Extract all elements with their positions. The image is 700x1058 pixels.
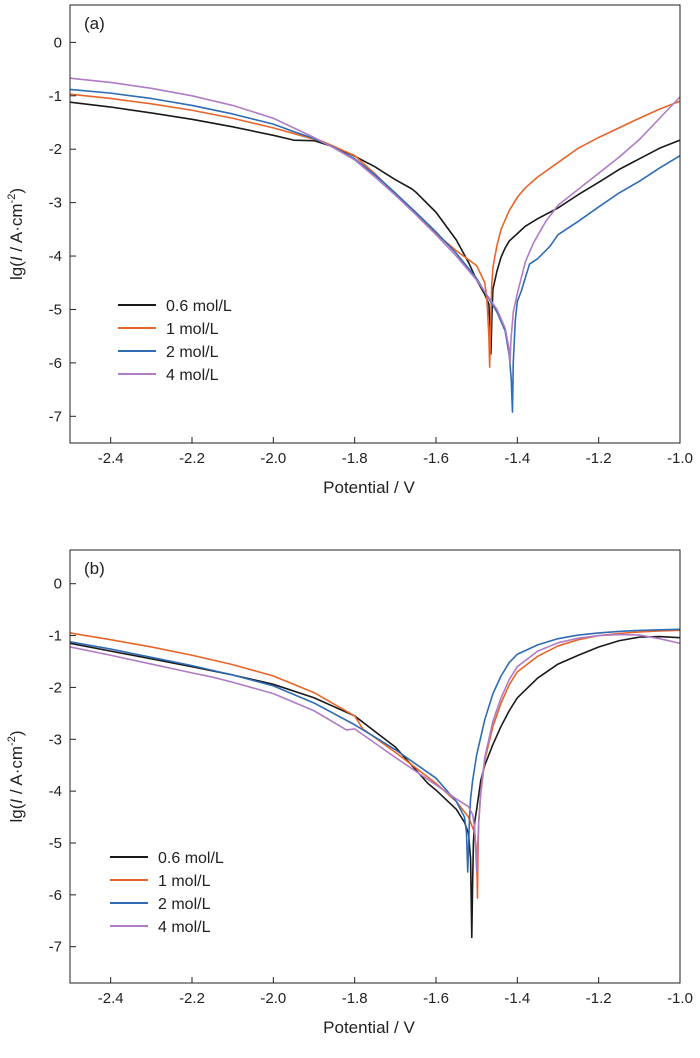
series-line-0-6-mol-l: [70, 101, 680, 355]
chart-panel-a: -2.4 -2.2 -2.0 -1.8 -1.6 -1.4 -1.2 -1.0 0 -1 -2 -3 -…: [6, 4, 693, 497]
x-tick-label: -1.4: [504, 990, 530, 1007]
legend: 0.6 mol/L 1 mol/L 2 mol/L 4 mol/L: [110, 850, 224, 936]
legend-label: 4 mol/L: [166, 367, 219, 384]
x-axis-title: Potential / V: [323, 478, 415, 497]
y-tick-label: -1: [49, 628, 62, 645]
x-tick-label: -1.2: [586, 990, 612, 1007]
series-line-4-mol-l: [70, 77, 680, 365]
y-tick-label: -5: [49, 301, 62, 318]
x-tick-label: -1.8: [342, 450, 368, 467]
y-axis-title-part: -2: [6, 736, 18, 746]
x-tick-label: -1.0: [667, 990, 693, 1007]
y-tick-label: -7: [49, 939, 62, 956]
x-tick-label: -1.8: [342, 990, 368, 1007]
x-tick-label: -2.2: [179, 450, 205, 467]
x-tick-label: -2.0: [260, 450, 286, 467]
y-tick-label: -2: [49, 679, 62, 696]
panel-label: (b): [84, 559, 105, 578]
series-line-1-mol-l: [70, 629, 680, 899]
y-axis-title-part: / A·cm: [7, 746, 26, 799]
y-axis-title-part: -2: [6, 194, 18, 204]
y-axis-title-part: lg(: [7, 261, 26, 280]
y-axis-title-part: I: [7, 799, 26, 804]
legend-label: 0.6 mol/L: [158, 850, 224, 867]
x-tick-label: -2.4: [98, 450, 124, 467]
legend: 0.6 mol/L 1 mol/L 2 mol/L 4 mol/L: [118, 298, 232, 384]
y-tick-label: -2: [49, 141, 62, 158]
y-tick-label: -7: [49, 408, 62, 425]
x-tick-label: -1.6: [423, 450, 449, 467]
y-tick-label: -3: [49, 731, 62, 748]
series-line-2-mol-l: [70, 88, 680, 413]
x-axis-title: Potential / V: [323, 1018, 415, 1037]
y-axis-title-part: ): [7, 188, 26, 194]
y-axis-title-part: / A·cm: [7, 203, 26, 256]
x-tick-label: -2.0: [260, 990, 286, 1007]
y-axis-title: lg(I / A·cm-2): [6, 731, 26, 823]
x-tick-label: -2.2: [179, 990, 205, 1007]
y-axis-title-part: I: [7, 256, 26, 261]
y-axis-title-part: lg(: [7, 803, 26, 822]
x-tick-label: -1.0: [667, 450, 693, 467]
y-tick-label: 0: [54, 34, 62, 51]
x-tick-label: -1.2: [586, 450, 612, 467]
legend-label: 1 mol/L: [166, 321, 219, 338]
legend-label: 4 mol/L: [158, 919, 211, 936]
y-tick-label: -6: [49, 887, 62, 904]
plot-frame: [69, 4, 681, 444]
series-group: [70, 628, 680, 939]
chart-panel-b: -2.4 -2.2 -2.0 -1.8 -1.6 -1.4 -1.2 -1.0 0 -1 -2 -3 -…: [6, 549, 693, 1037]
series-line-1-mol-l: [70, 93, 680, 368]
x-tick-label: -1.4: [504, 450, 530, 467]
legend-label: 0.6 mol/L: [166, 298, 232, 315]
y-tick-label: -4: [49, 248, 62, 265]
y-axis-title-part: ): [7, 731, 26, 737]
plot-frame: [69, 549, 681, 984]
legend-label: 2 mol/L: [166, 344, 219, 361]
panel-label: (a): [84, 14, 105, 33]
x-tick-label: -1.6: [423, 990, 449, 1007]
y-tick-label: -5: [49, 835, 62, 852]
y-tick-label: -1: [49, 88, 62, 105]
series-line-0-6-mol-l: [70, 635, 680, 939]
y-tick-label: -3: [49, 195, 62, 212]
legend-label: 1 mol/L: [158, 873, 211, 890]
y-tick-label: -4: [49, 783, 62, 800]
series-group: [70, 77, 680, 413]
y-axis-title: lg(I / A·cm-2): [6, 188, 26, 280]
y-tick-label: -6: [49, 355, 62, 372]
y-tick-label: 0: [54, 576, 62, 593]
series-line-4-mol-l: [70, 633, 680, 873]
legend-label: 2 mol/L: [158, 896, 211, 913]
x-tick-label: -2.4: [98, 990, 124, 1007]
